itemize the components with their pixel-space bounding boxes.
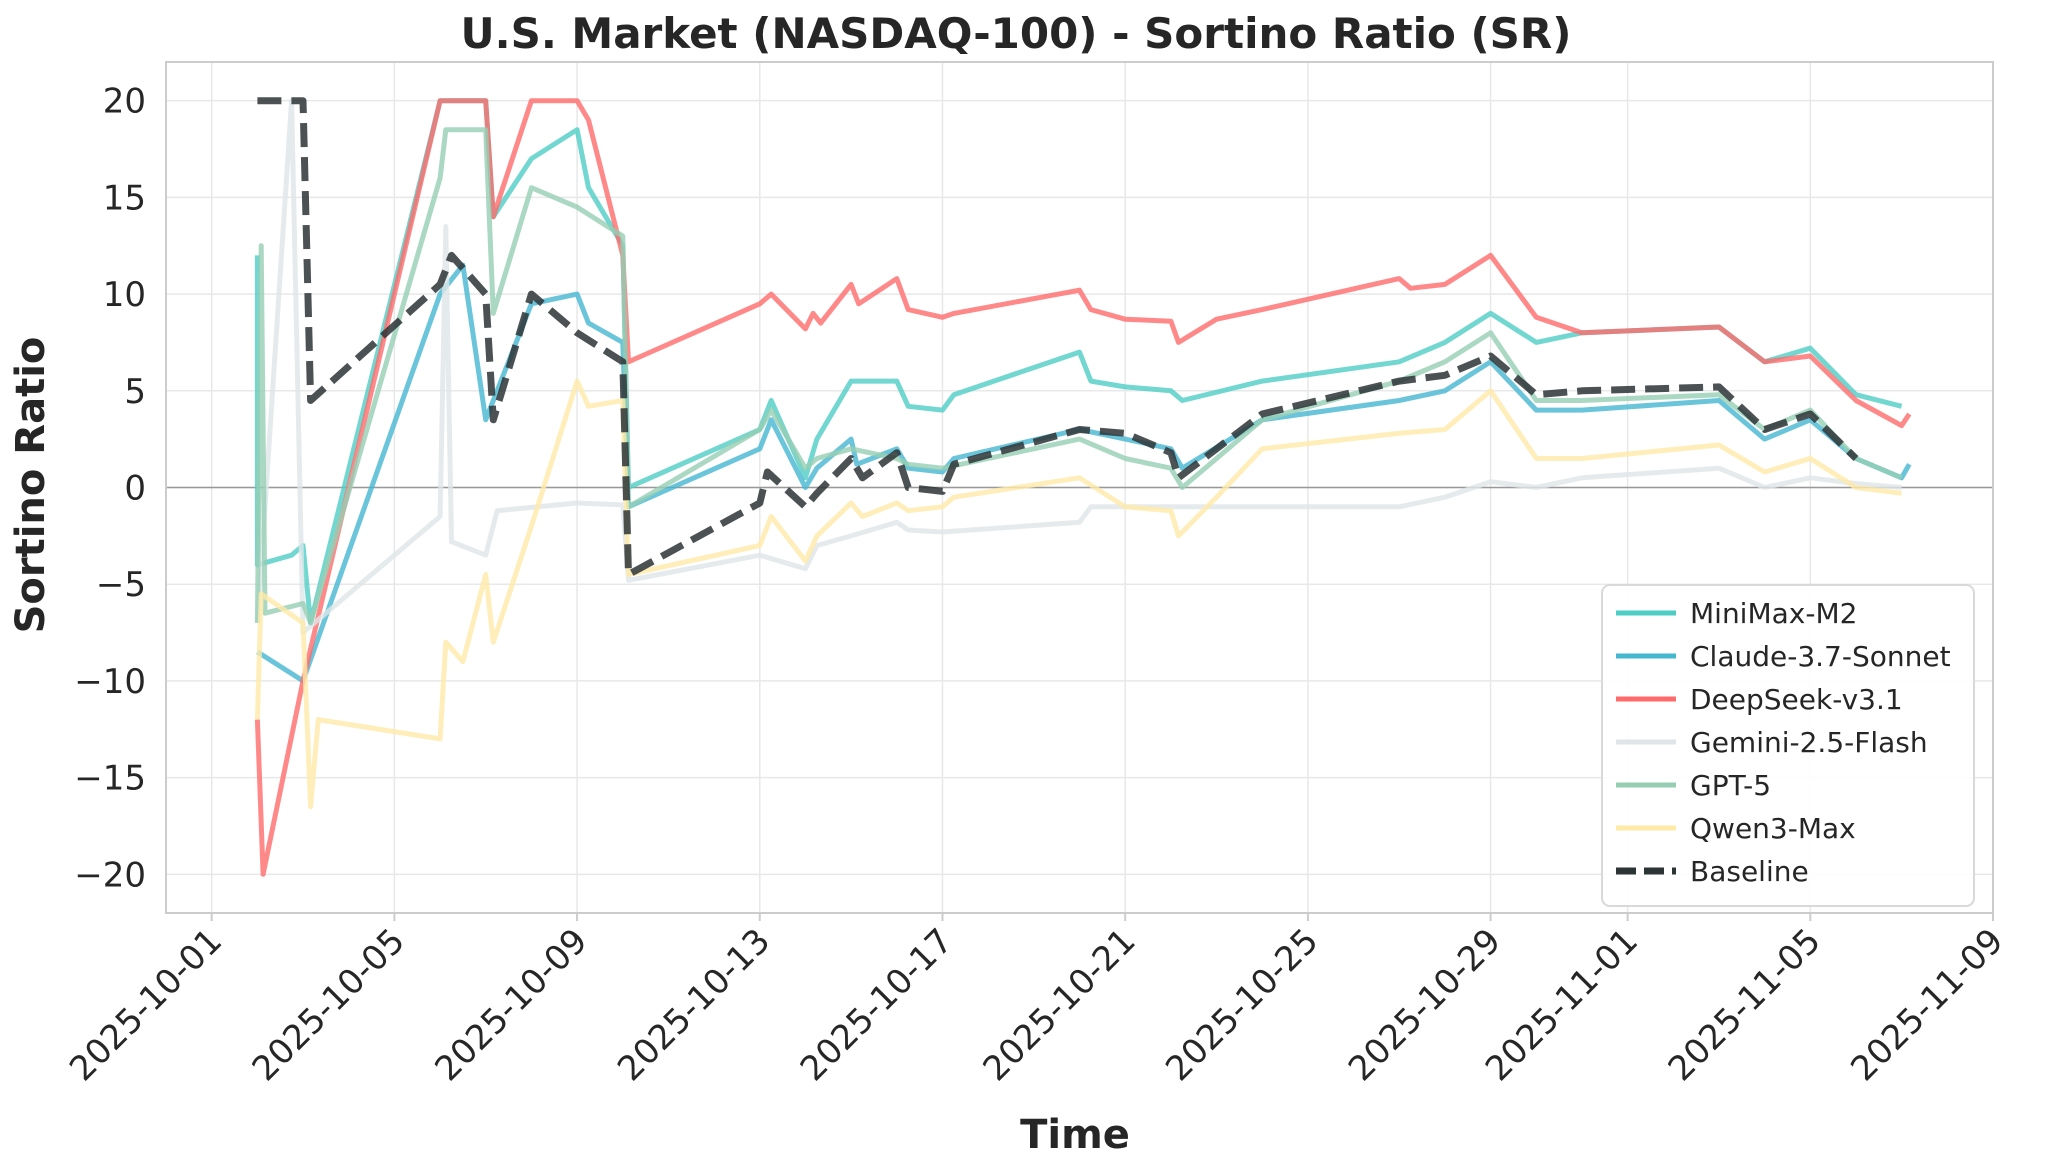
y-tick-label: −10 <box>74 662 146 702</box>
x-axis-ticks: 2025-10-01 2025-10-05 2025-10-09 2025-10-13… <box>62 913 2011 1089</box>
x-tick-label: 2025-10-21 <box>976 921 1144 1089</box>
legend-label-minimax-m2: MiniMax-M2 <box>1690 597 1857 630</box>
x-tick-label: 2025-10-01 <box>62 921 230 1089</box>
series-line-gpt-5 <box>254 127 1903 626</box>
chart-title: U.S. Market (NASDAQ-100) - Sortino Ratio… <box>461 9 1572 58</box>
y-tick-label: 5 <box>124 372 146 412</box>
y-tick-label: 20 <box>103 82 146 122</box>
y-axis-ticks: −20 −15 −10 −5 0 5 10 15 20 <box>74 82 146 896</box>
legend-label-baseline: Baseline <box>1690 855 1809 888</box>
series-line-qwen3-max <box>254 378 1902 810</box>
legend-label-gpt-5: GPT-5 <box>1690 769 1771 802</box>
y-tick-label: −15 <box>74 759 146 799</box>
x-tick-label: 2025-10-05 <box>245 921 413 1089</box>
grid <box>166 62 1994 913</box>
legend-label-deepseek-v3-1: DeepSeek-v3.1 <box>1690 683 1903 716</box>
x-tick-label: 2025-11-05 <box>1661 921 1829 1089</box>
x-axis-title: Time <box>1020 1112 1130 1158</box>
legend-label-qwen3-max: Qwen3-Max <box>1690 812 1856 845</box>
series-line-baseline <box>257 97 1859 578</box>
y-tick-label: −20 <box>74 855 146 895</box>
legend-label-claude-3-7-sonnet: Claude-3.7-Sonnet <box>1690 640 1951 673</box>
x-tick-label: 2025-10-09 <box>427 921 595 1089</box>
y-tick-label: 10 <box>103 275 146 315</box>
series-line-deepseek-v3-1 <box>254 98 1912 877</box>
x-tick-label: 2025-10-13 <box>610 921 778 1089</box>
x-tick-label: 2025-10-17 <box>793 921 961 1089</box>
series-line-gemini-2-5-flash <box>254 98 1902 636</box>
legend-label-gemini-2-5-flash: Gemini-2.5-Flash <box>1690 726 1928 759</box>
y-tick-label: 0 <box>124 469 146 509</box>
x-tick-label: 2025-11-09 <box>1843 921 2011 1089</box>
plot-frame <box>165 61 1994 914</box>
y-axis-title: Sortino Ratio <box>8 337 54 634</box>
legend-box <box>1601 584 1975 907</box>
x-tick-label: 2025-10-25 <box>1158 921 1326 1089</box>
legend: MiniMax-M2 Claude-3.7-Sonnet DeepSeek-v3.1… <box>1601 584 1975 907</box>
y-tick-label: −5 <box>96 565 146 605</box>
series-group <box>254 97 1912 877</box>
y-tick-label: 15 <box>103 178 146 218</box>
series-line-claude-3-7-sonnet <box>256 262 1912 684</box>
